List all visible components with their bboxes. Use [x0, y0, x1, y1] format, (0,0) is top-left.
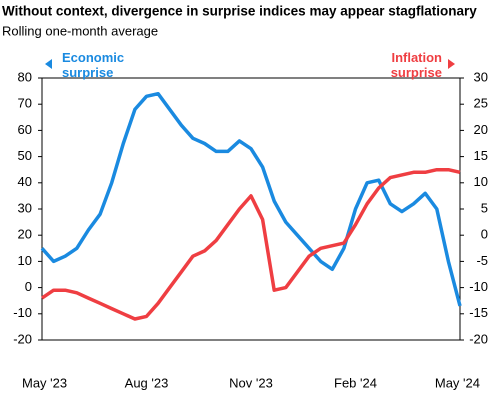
y-tick-label: 60	[18, 122, 32, 137]
y2-tick-label: -10	[469, 279, 488, 294]
legend-arrow	[45, 59, 52, 69]
y2-tick-label: 5	[481, 200, 488, 215]
y-tick-label: -20	[13, 331, 32, 346]
y2-tick-label: 15	[474, 148, 488, 163]
y-tick-label: 70	[18, 96, 32, 111]
y-tick-label: 20	[18, 227, 32, 242]
y-tick-label: 10	[18, 253, 32, 268]
y2-tick-label: 25	[474, 96, 488, 111]
legend-arrow	[448, 59, 455, 69]
x-tick-label: Feb '24	[334, 375, 377, 390]
y2-tick-label: -5	[476, 253, 488, 268]
chart-title: Without context, divergence in surprise …	[2, 4, 477, 19]
x-tick-label: May '24	[435, 375, 480, 390]
x-tick-label: Aug '23	[125, 375, 169, 390]
series-line	[41, 167, 461, 321]
y2-tick-label: 20	[474, 122, 488, 137]
legend-label: Inflation surprise	[390, 50, 442, 80]
x-tick-label: Nov '23	[229, 375, 273, 390]
y2-tick-label: 10	[474, 174, 488, 189]
series-line	[40, 91, 462, 307]
y2-tick-label: -20	[469, 331, 488, 346]
y-tick-label: 30	[18, 200, 32, 215]
y2-tick-label: -15	[469, 305, 488, 320]
chart-subtitle: Rolling one-month average	[2, 23, 158, 38]
y-tick-label: -10	[13, 305, 32, 320]
y-tick-label: 80	[18, 69, 32, 84]
y2-tick-label: 30	[474, 69, 488, 84]
legend-label: Economic surprise	[62, 50, 125, 80]
x-tick-label: May '23	[22, 375, 67, 390]
y-tick-label: 50	[18, 148, 32, 163]
y-tick-label: 0	[25, 279, 32, 294]
y2-tick-label: 0	[481, 227, 488, 242]
y-tick-label: 40	[18, 174, 32, 189]
